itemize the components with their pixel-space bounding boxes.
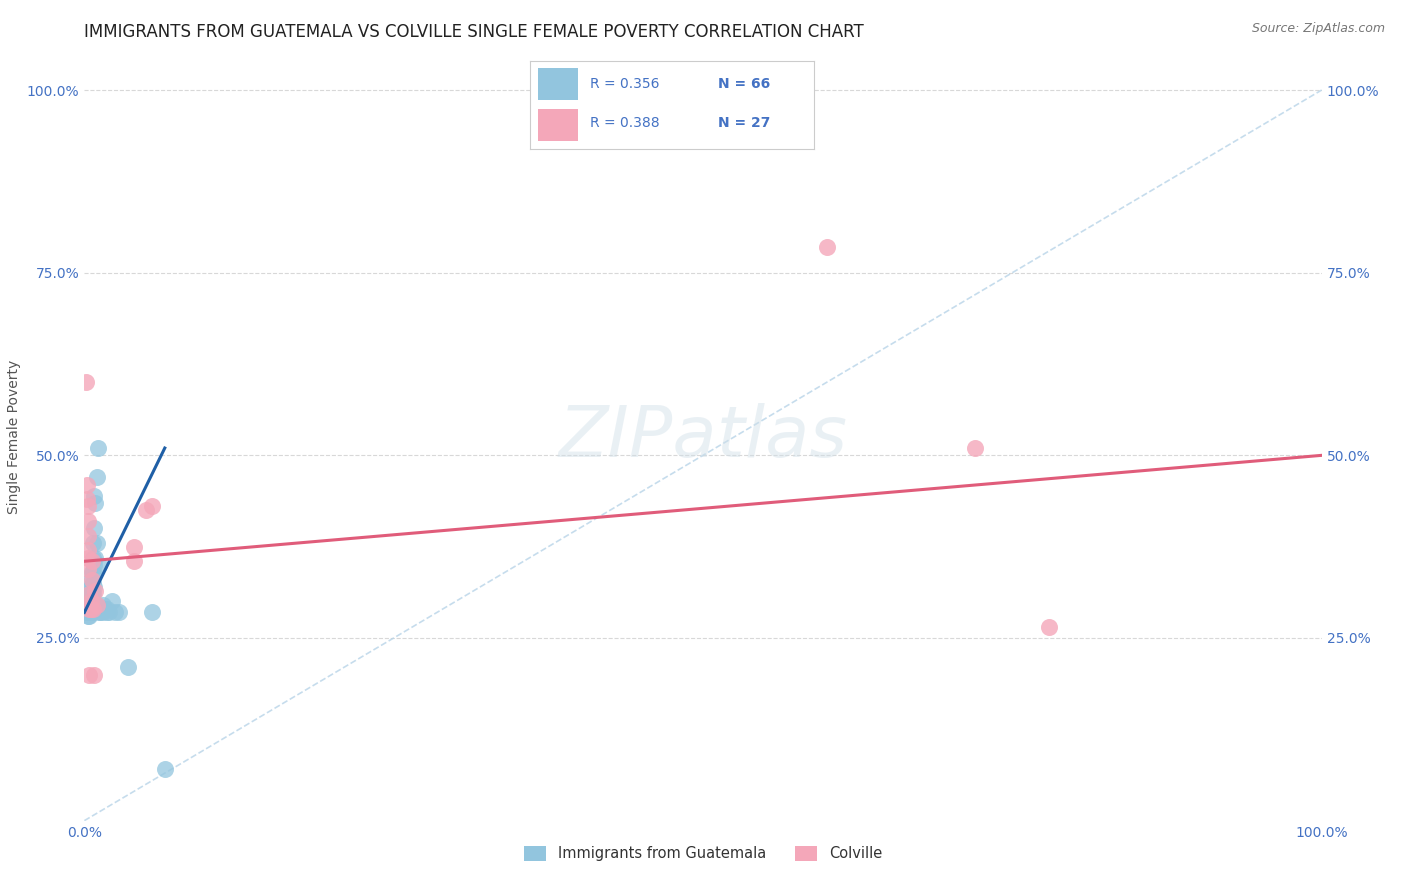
Point	[89, 606, 111, 620]
Point	[80, 554, 103, 568]
Point	[84, 583, 107, 598]
Point	[83, 489, 105, 503]
Point	[76, 492, 98, 507]
Point	[77, 606, 100, 620]
Legend: Immigrants from Guatemala, Colville: Immigrants from Guatemala, Colville	[519, 840, 887, 867]
Point	[75, 376, 97, 390]
Point	[83, 598, 105, 612]
Point	[89, 558, 111, 572]
Point	[82, 587, 104, 601]
Point	[77, 543, 100, 558]
Point	[79, 594, 101, 608]
Point	[82, 536, 104, 550]
Point	[96, 606, 118, 620]
Point	[79, 601, 101, 615]
Point	[153, 763, 176, 777]
Point	[83, 521, 105, 535]
Point	[82, 598, 104, 612]
Point	[80, 606, 103, 620]
Point	[77, 529, 100, 543]
Point	[79, 573, 101, 587]
Point	[96, 601, 118, 615]
Point	[83, 580, 105, 594]
Point	[76, 477, 98, 491]
Text: Source: ZipAtlas.com: Source: ZipAtlas.com	[1251, 22, 1385, 36]
Point	[117, 660, 139, 674]
Point	[89, 606, 111, 620]
Point	[80, 598, 103, 612]
Point	[79, 606, 101, 620]
Point	[141, 606, 163, 620]
Point	[76, 606, 98, 620]
Point	[77, 606, 100, 620]
Point	[84, 550, 107, 565]
Point	[79, 601, 101, 615]
Point	[79, 667, 101, 681]
Point	[79, 601, 101, 615]
Point	[79, 609, 101, 624]
Point	[122, 554, 145, 568]
Point	[84, 601, 107, 615]
Point	[79, 587, 101, 601]
Point	[79, 594, 101, 608]
Point	[77, 606, 100, 620]
Text: ZIPatlas: ZIPatlas	[558, 402, 848, 472]
Point	[141, 500, 163, 514]
Point	[79, 598, 101, 612]
Point	[86, 470, 108, 484]
Point	[82, 550, 104, 565]
Point	[79, 606, 101, 620]
Y-axis label: Single Female Poverty: Single Female Poverty	[7, 360, 21, 514]
Point	[815, 240, 838, 254]
Point	[79, 606, 101, 620]
Point	[80, 580, 103, 594]
Point	[100, 594, 122, 608]
Point	[83, 558, 105, 572]
Point	[82, 601, 104, 615]
Point	[79, 587, 101, 601]
Point	[80, 594, 103, 608]
Point	[98, 606, 121, 620]
Point	[91, 598, 114, 612]
Point	[82, 566, 104, 580]
Point	[79, 606, 101, 620]
Point	[80, 587, 103, 601]
Point	[77, 606, 100, 620]
Point	[80, 573, 103, 587]
Point	[122, 540, 145, 554]
Point	[79, 601, 101, 615]
Point	[82, 601, 104, 615]
Point	[79, 598, 101, 612]
Point	[77, 601, 100, 615]
Point	[91, 606, 114, 620]
Point	[1038, 620, 1060, 634]
Point	[77, 514, 100, 528]
Point	[80, 566, 103, 580]
Point	[91, 601, 114, 615]
Point	[86, 598, 108, 612]
Point	[77, 500, 100, 514]
Point	[77, 609, 100, 624]
Point	[135, 503, 157, 517]
Point	[83, 667, 105, 681]
Point	[104, 606, 127, 620]
Point	[87, 441, 110, 455]
Point	[965, 441, 987, 455]
Point	[79, 606, 101, 620]
Point	[86, 598, 108, 612]
Point	[76, 606, 98, 620]
Point	[79, 606, 101, 620]
Point	[76, 601, 98, 615]
Text: IMMIGRANTS FROM GUATEMALA VS COLVILLE SINGLE FEMALE POVERTY CORRELATION CHART: IMMIGRANTS FROM GUATEMALA VS COLVILLE SI…	[84, 23, 865, 41]
Point	[82, 576, 104, 591]
Point	[79, 580, 101, 594]
Point	[86, 536, 108, 550]
Point	[77, 550, 100, 565]
Point	[84, 496, 107, 510]
Point	[108, 606, 131, 620]
Point	[77, 561, 100, 575]
Point	[82, 606, 104, 620]
Point	[80, 601, 103, 615]
